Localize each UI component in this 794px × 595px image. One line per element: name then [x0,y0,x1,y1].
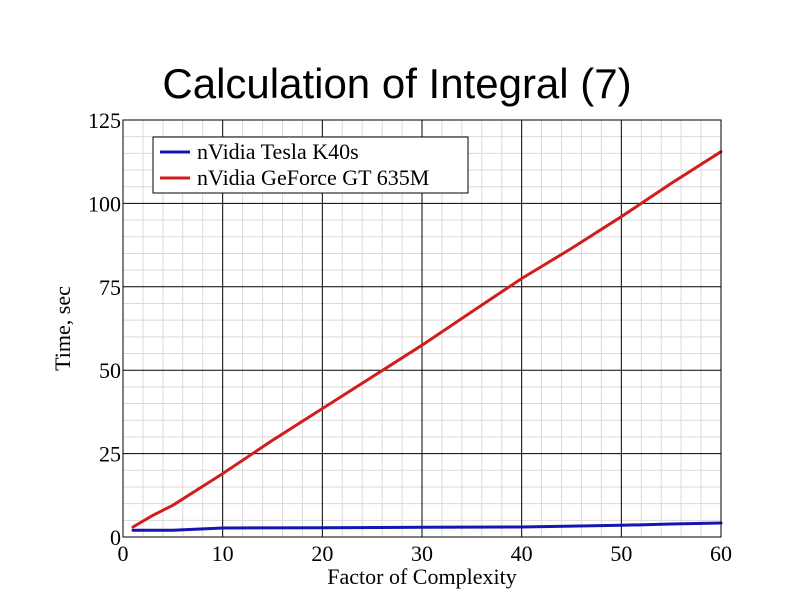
series-line-geforce [131,150,723,529]
y-tick-label: 75 [99,275,121,300]
legend-label-geforce: nVidia GeForce GT 635M [197,165,429,190]
series-line-tesla [131,521,723,532]
y-tick-label: 0 [110,525,121,550]
x-tick-label: 60 [710,541,732,566]
legend: nVidia Tesla K40s nVidia GeForce GT 635M [152,136,469,194]
plot-frame [122,119,722,538]
y-tick-label: 125 [88,108,121,133]
x-axis-label: Factor of Complexity [327,564,516,589]
x-tick-label: 0 [118,541,129,566]
y-axis-label: Time, sec [50,286,75,371]
y-tick-label: 100 [88,191,121,216]
x-tick-label: 20 [311,541,333,566]
series-layer [131,150,723,532]
y-tick-label: 50 [99,358,121,383]
x-tick-labels: 0 10 20 30 40 50 60 [118,541,733,566]
x-tick-label: 50 [610,541,632,566]
x-tick-label: 30 [411,541,433,566]
y-tick-labels: 0 25 50 75 100 125 [88,108,121,550]
y-tick-label: 25 [99,442,121,467]
x-tick-label: 40 [511,541,533,566]
x-tick-label: 10 [212,541,234,566]
chart-title: Calculation of Integral (7) [162,60,632,107]
legend-box [152,136,469,194]
legend-label-tesla: nVidia Tesla K40s [197,139,359,164]
